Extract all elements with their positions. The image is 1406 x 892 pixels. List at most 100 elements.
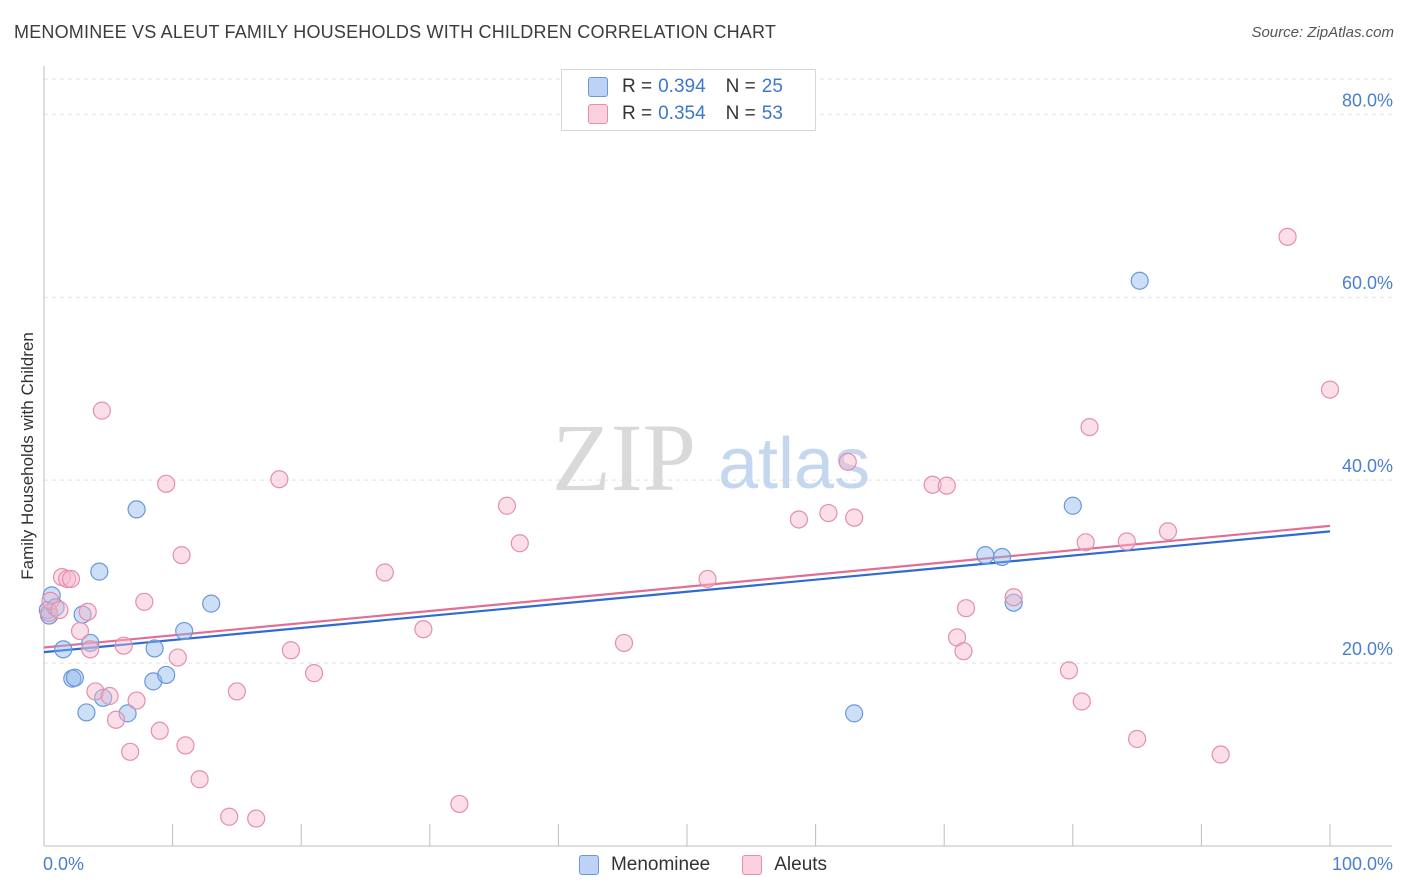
n-label: N = [725, 103, 756, 124]
aleuts-point [78, 602, 97, 621]
aleuts-swatch [588, 104, 608, 124]
aleuts-point [61, 569, 81, 589]
aleuts-point [50, 600, 69, 620]
aleuts-point [176, 736, 195, 755]
aleuts-point [1320, 380, 1340, 399]
aleuts-point [172, 546, 191, 565]
aleuts-point [135, 592, 154, 611]
menominee-swatch [588, 77, 608, 97]
point-layer [38, 227, 1340, 828]
aleuts-point [845, 508, 864, 527]
menominee-point [992, 547, 1012, 567]
aleuts-point [281, 641, 301, 660]
aleuts-point [1127, 729, 1147, 749]
aleuts-point [1211, 745, 1230, 764]
aleuts-point [1080, 417, 1099, 437]
source-credit: Source: ZipAtlas.com [1251, 24, 1394, 41]
series-legend: Menominee Aleuts [0, 852, 1406, 878]
aleuts-point [270, 470, 289, 489]
aleuts-point [1117, 532, 1136, 551]
aleuts-point [819, 503, 838, 523]
aleuts-point [1278, 227, 1297, 246]
aleuts-point [304, 664, 324, 683]
legend-row-aleuts: R = 0.354 N = 53 [588, 103, 783, 125]
x-tick-label: 0.0% [43, 854, 84, 874]
menominee-point [81, 633, 100, 653]
watermark-zip: ZIP [552, 404, 696, 511]
aleuts-point [157, 474, 176, 493]
r-value: 0.354 [658, 103, 706, 124]
aleuts-point [100, 686, 119, 706]
aleuts-point [510, 534, 529, 553]
y-tick-label: 40.0% [1342, 456, 1393, 476]
menominee-point [202, 594, 221, 613]
menominee-trend-line [43, 530, 1331, 654]
menominee-point [157, 665, 176, 685]
aleuts-point [92, 401, 111, 420]
legend-label-menominee: Menominee [610, 854, 711, 875]
menominee-point [54, 640, 73, 659]
y-tick-label: 20.0% [1342, 639, 1393, 659]
menominee-point [145, 639, 164, 658]
r-label: R = [622, 103, 653, 124]
aleuts-point [614, 633, 634, 653]
legend-label-aleuts: Aleuts [774, 854, 828, 875]
aleuts-point [450, 794, 469, 814]
aleuts-point [1004, 588, 1023, 607]
menominee-point [845, 704, 864, 723]
menominee-point [175, 621, 194, 641]
aleuts-point [150, 721, 169, 740]
menominee-point [1004, 593, 1023, 612]
trend-layer [43, 524, 1331, 654]
aleuts-point [106, 710, 126, 729]
correlation-legend: R = 0.394 N = 25 R = 0.354 N = 53 [561, 69, 816, 131]
menominee-point [65, 668, 84, 687]
menominee-point [1130, 271, 1149, 290]
aleuts-point [414, 620, 433, 639]
aleuts-point [220, 807, 239, 826]
tick-label-layer: 20.0% 40.0% 60.0% 80.0% 0.0% 100.0% [43, 90, 1393, 874]
menominee-swatch [578, 855, 599, 875]
menominee-point [976, 546, 995, 565]
aleuts-point [86, 682, 105, 701]
n-value: 53 [761, 103, 783, 124]
legend-row-menominee: R = 0.394 N = 25 [588, 76, 783, 98]
aleuts-point [121, 742, 140, 761]
menominee-point [77, 703, 96, 722]
aleuts-point [58, 569, 77, 589]
n-value: 25 [761, 76, 783, 97]
y-tick-label: 60.0% [1342, 273, 1393, 293]
aleuts-point [81, 640, 100, 659]
menominee-point [127, 500, 146, 519]
aleuts-point [838, 452, 857, 471]
watermark-atlas: atlas [718, 424, 870, 504]
aleuts-point [789, 510, 808, 529]
aleuts-swatch [742, 855, 763, 875]
aleuts-point [114, 636, 133, 655]
menominee-point [90, 562, 109, 581]
n-label: N = [725, 76, 756, 97]
aleuts-point [1072, 692, 1091, 711]
r-label: R = [622, 76, 653, 97]
r-value: 0.394 [658, 76, 706, 97]
aleuts-point [923, 475, 942, 494]
aleuts-point [247, 809, 266, 828]
menominee-point [1063, 496, 1082, 515]
aleuts-point [70, 621, 90, 641]
aleuts-point [127, 691, 146, 710]
aleuts-point [954, 642, 973, 661]
aleuts-point [1059, 661, 1079, 680]
legend-item-menominee: Menominee [578, 854, 711, 876]
aleuts-point [1158, 522, 1178, 541]
grid-layer [44, 78, 1392, 664]
chart-title: MENOMINEE VS ALEUT FAMILY HOUSEHOLDS WIT… [14, 22, 777, 42]
aleuts-point [956, 599, 976, 618]
menominee-point [118, 704, 137, 723]
aleuts-point [375, 563, 394, 582]
x-tick-label: 100.0% [1332, 854, 1393, 874]
aleuts-point [698, 569, 717, 589]
aleuts-point [227, 682, 246, 701]
legend-item-aleuts: Aleuts [742, 854, 827, 876]
y-tick-label: 80.0% [1342, 90, 1393, 110]
